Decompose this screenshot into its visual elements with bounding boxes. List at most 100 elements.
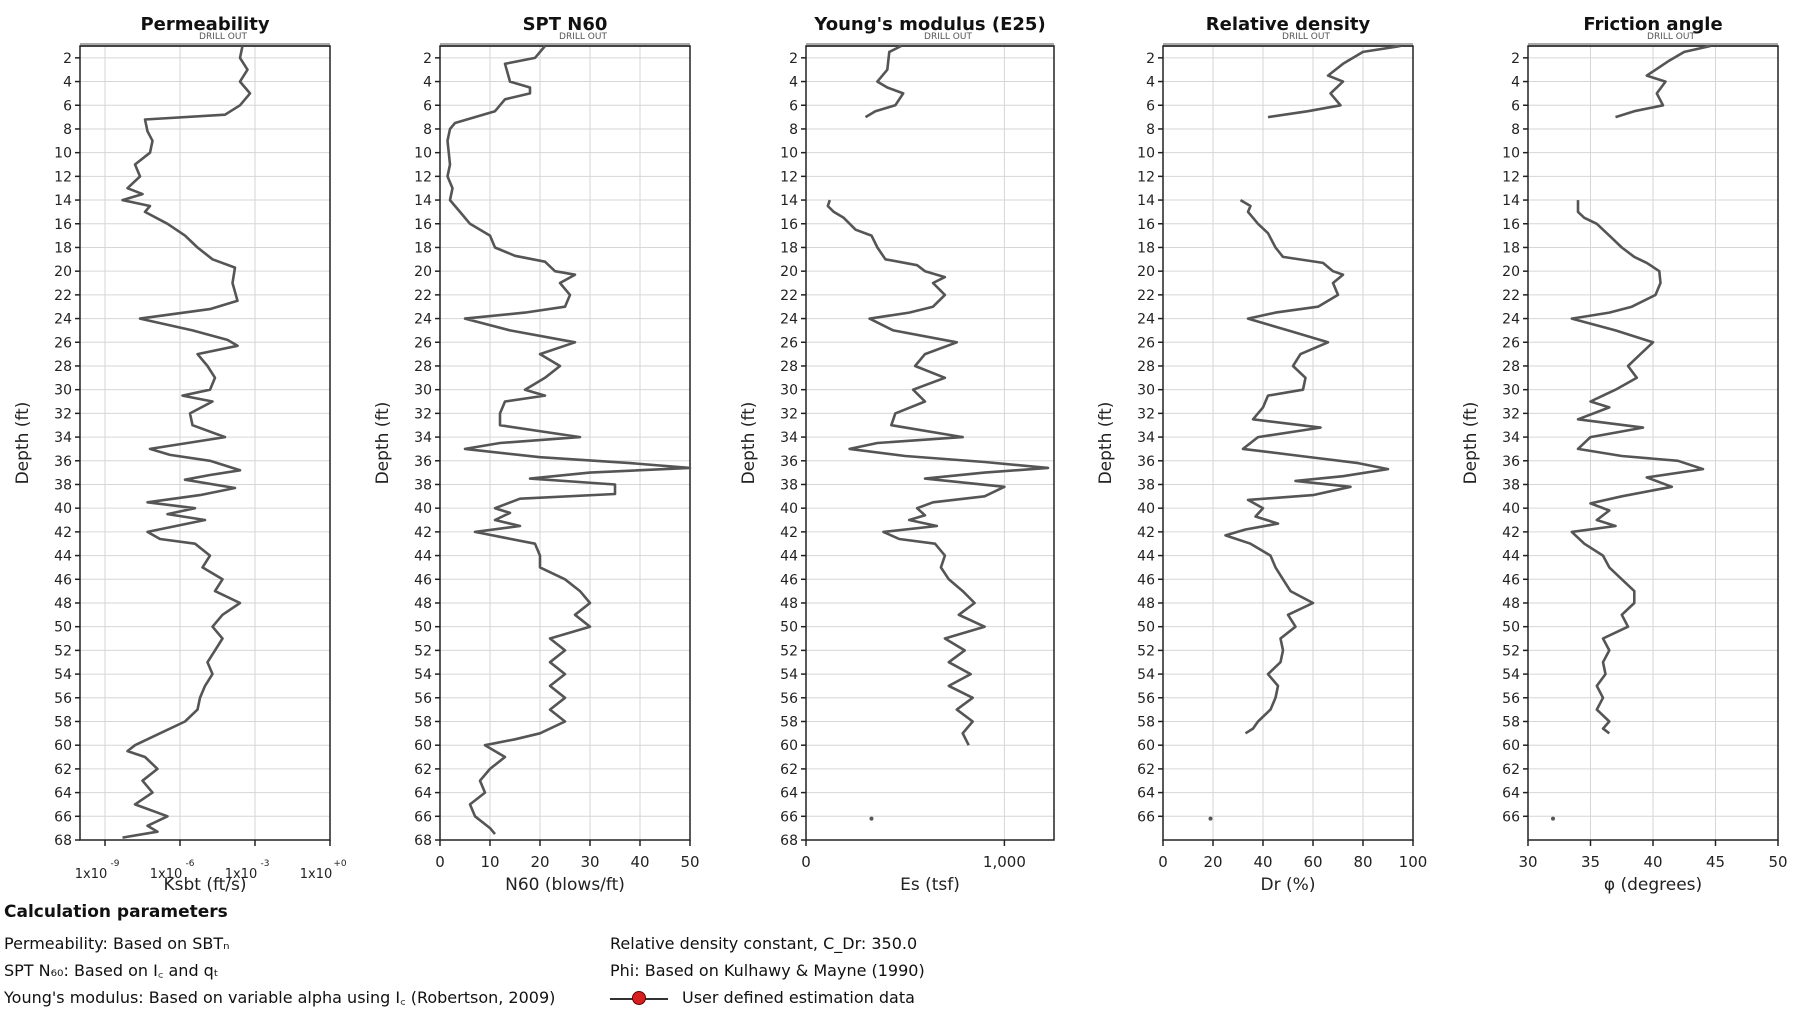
chart-1-y-tick-label: 2 bbox=[63, 51, 72, 67]
chart-4-y-tick-label: 50 bbox=[1137, 620, 1155, 636]
chart-5-x-tick-label: 30 bbox=[1518, 853, 1537, 871]
chart-1-y-tick-label: 6 bbox=[63, 98, 72, 114]
chart-3-y-tick-label: 40 bbox=[780, 501, 798, 517]
chart-5-y-tick-label: 50 bbox=[1502, 620, 1520, 636]
chart-1-y-tick-label: 8 bbox=[63, 122, 72, 138]
chart-5-data-point bbox=[1551, 816, 1555, 821]
chart-4-title: Relative density bbox=[1206, 14, 1371, 35]
chart-5-x-tick-label: 45 bbox=[1706, 853, 1725, 871]
chart-5-y-tick-label: 60 bbox=[1502, 738, 1520, 754]
chart-1-x-tick-label: 1x10 bbox=[150, 867, 183, 882]
param-phi: Phi: Based on Kulhawy & Mayne (1990) bbox=[610, 961, 925, 980]
chart-5-y-tick-label: 12 bbox=[1502, 169, 1520, 185]
chart-3-y-tick-label: 64 bbox=[780, 786, 798, 802]
calculation-parameters: Calculation parameters Permeability: Bas… bbox=[0, 900, 1806, 1021]
chart-4-x-tick-label: 60 bbox=[1303, 853, 1322, 871]
chart-5-y-tick-label: 28 bbox=[1502, 359, 1520, 375]
chart-2-y-tick-label: 42 bbox=[414, 525, 432, 541]
chart-2-y-tick-label: 20 bbox=[414, 264, 432, 280]
chart-4-y-tick-label: 60 bbox=[1137, 738, 1155, 754]
chart-4-y-tick-label: 16 bbox=[1137, 217, 1155, 233]
chart-1-y-tick-label: 26 bbox=[54, 335, 72, 351]
chart-3-y-tick-label: 2 bbox=[789, 51, 798, 67]
chart-3-plot-frame bbox=[805, 45, 1055, 841]
chart-3-y-tick-label: 26 bbox=[780, 335, 798, 351]
chart-4-drill-out-label: DRILL OUT bbox=[1282, 32, 1330, 42]
chart-5-x-tick-label: 50 bbox=[1768, 853, 1787, 871]
chart-4-y-tick-label: 42 bbox=[1137, 525, 1155, 541]
chart-3-y-tick-label: 20 bbox=[780, 264, 798, 280]
chart-2-y-tick-label: 44 bbox=[414, 549, 432, 565]
chart-2-y-tick-label: 10 bbox=[414, 146, 432, 162]
chart-1-x-tick-exponent: -9 bbox=[111, 859, 120, 869]
chart-1-y-tick-label: 18 bbox=[54, 240, 72, 256]
chart-5-y-tick-label: 14 bbox=[1502, 193, 1520, 209]
chart-2-y-tick-label: 62 bbox=[414, 762, 432, 778]
chart-5-y-tick-label: 30 bbox=[1502, 383, 1520, 399]
chart-2-y-tick-label: 18 bbox=[414, 240, 432, 256]
chart-2-plot-frame bbox=[439, 45, 691, 841]
chart-2-y-tick-label: 22 bbox=[414, 288, 432, 304]
chart-5-x-axis-label: φ (degrees) bbox=[1604, 875, 1702, 895]
chart-2-y-tick-label: 36 bbox=[414, 454, 432, 470]
chart-1-y-tick-label: 30 bbox=[54, 383, 72, 399]
chart-5-drill-out-label: DRILL OUT bbox=[1647, 32, 1695, 42]
chart-1-x-tick-label: 1x10 bbox=[225, 867, 258, 882]
chart-3-y-tick-label: 46 bbox=[780, 572, 798, 588]
chart-4-x-tick-label: 80 bbox=[1353, 853, 1372, 871]
chart-5-data-curve bbox=[1615, 44, 1711, 119]
chart-3-y-tick-label: 36 bbox=[780, 454, 798, 470]
chart-2-y-tick-label: 16 bbox=[414, 217, 432, 233]
chart-4-y-tick-label: 8 bbox=[1146, 122, 1155, 138]
chart-2-y-tick-label: 48 bbox=[414, 596, 432, 612]
chart-1-y-tick-label: 56 bbox=[54, 691, 72, 707]
chart-4-x-tick-label: 20 bbox=[1203, 853, 1222, 871]
chart-3-y-tick-label: 58 bbox=[780, 714, 798, 730]
chart-2-y-tick-label: 58 bbox=[414, 714, 432, 730]
chart-3-y-tick-label: 10 bbox=[780, 146, 798, 162]
chart-1-y-tick-label: 48 bbox=[54, 596, 72, 612]
param-spt: SPT N₆₀: Based on I꜀ and qₜ bbox=[4, 961, 219, 980]
chart-2-y-tick-label: 68 bbox=[414, 833, 432, 849]
chart-3-y-tick-label: 14 bbox=[780, 193, 798, 209]
chart-5-y-axis-label: Depth (ft) bbox=[1461, 402, 1481, 485]
chart-2-y-tick-label: 26 bbox=[414, 335, 432, 351]
chart-3-y-tick-label: 8 bbox=[789, 122, 798, 138]
chart-2-x-tick-label: 0 bbox=[435, 853, 445, 871]
chart-4-y-tick-label: 28 bbox=[1137, 359, 1155, 375]
cpt-charts-svg: 2468101214161820222426283032343638404244… bbox=[13, 14, 1788, 895]
chart-3-y-tick-label: 28 bbox=[780, 359, 798, 375]
chart-4-y-tick-label: 18 bbox=[1137, 240, 1155, 256]
chart-3-y-axis-label: Depth (ft) bbox=[739, 402, 759, 485]
chart-4-y-tick-label: 24 bbox=[1137, 312, 1155, 328]
chart-3-y-tick-label: 18 bbox=[780, 240, 798, 256]
chart-1-y-tick-label: 38 bbox=[54, 477, 72, 493]
chart-5-x-tick-label: 40 bbox=[1643, 853, 1662, 871]
chart-5-y-tick-label: 44 bbox=[1502, 549, 1520, 565]
chart-1-y-axis-label: Depth (ft) bbox=[13, 402, 33, 485]
param-permeability: Permeability: Based on SBTₙ bbox=[4, 934, 230, 953]
legend-label: User defined estimation data bbox=[682, 988, 915, 1007]
chart-5-y-tick-label: 48 bbox=[1502, 596, 1520, 612]
chart-3-y-tick-label: 34 bbox=[780, 430, 798, 446]
chart-4-y-tick-label: 56 bbox=[1137, 691, 1155, 707]
chart-4-data-curve bbox=[1224, 198, 1390, 735]
chart-4-data-curve bbox=[1267, 44, 1401, 119]
chart-5-y-tick-label: 62 bbox=[1502, 762, 1520, 778]
params-left-column: Permeability: Based on SBTₙ SPT N₆₀: Bas… bbox=[4, 930, 555, 1011]
legend-marker-icon bbox=[610, 989, 668, 1007]
chart-4-plot-frame bbox=[1162, 45, 1414, 841]
chart-2-y-tick-label: 52 bbox=[414, 643, 432, 659]
chart-1-y-tick-label: 44 bbox=[54, 549, 72, 565]
chart-2-x-tick-label: 50 bbox=[680, 853, 699, 871]
chart-4-y-tick-label: 66 bbox=[1137, 809, 1155, 825]
chart-4-y-tick-label: 52 bbox=[1137, 643, 1155, 659]
chart-1-y-tick-label: 20 bbox=[54, 264, 72, 280]
chart-2-y-tick-label: 56 bbox=[414, 691, 432, 707]
chart-4-y-tick-label: 32 bbox=[1137, 406, 1155, 422]
chart-1-drill-out-band bbox=[80, 43, 330, 47]
chart-2-y-tick-label: 38 bbox=[414, 477, 432, 493]
chart-5-y-tick-label: 8 bbox=[1511, 122, 1520, 138]
chart-4-y-tick-label: 4 bbox=[1146, 75, 1155, 91]
chart-3-y-tick-label: 42 bbox=[780, 525, 798, 541]
